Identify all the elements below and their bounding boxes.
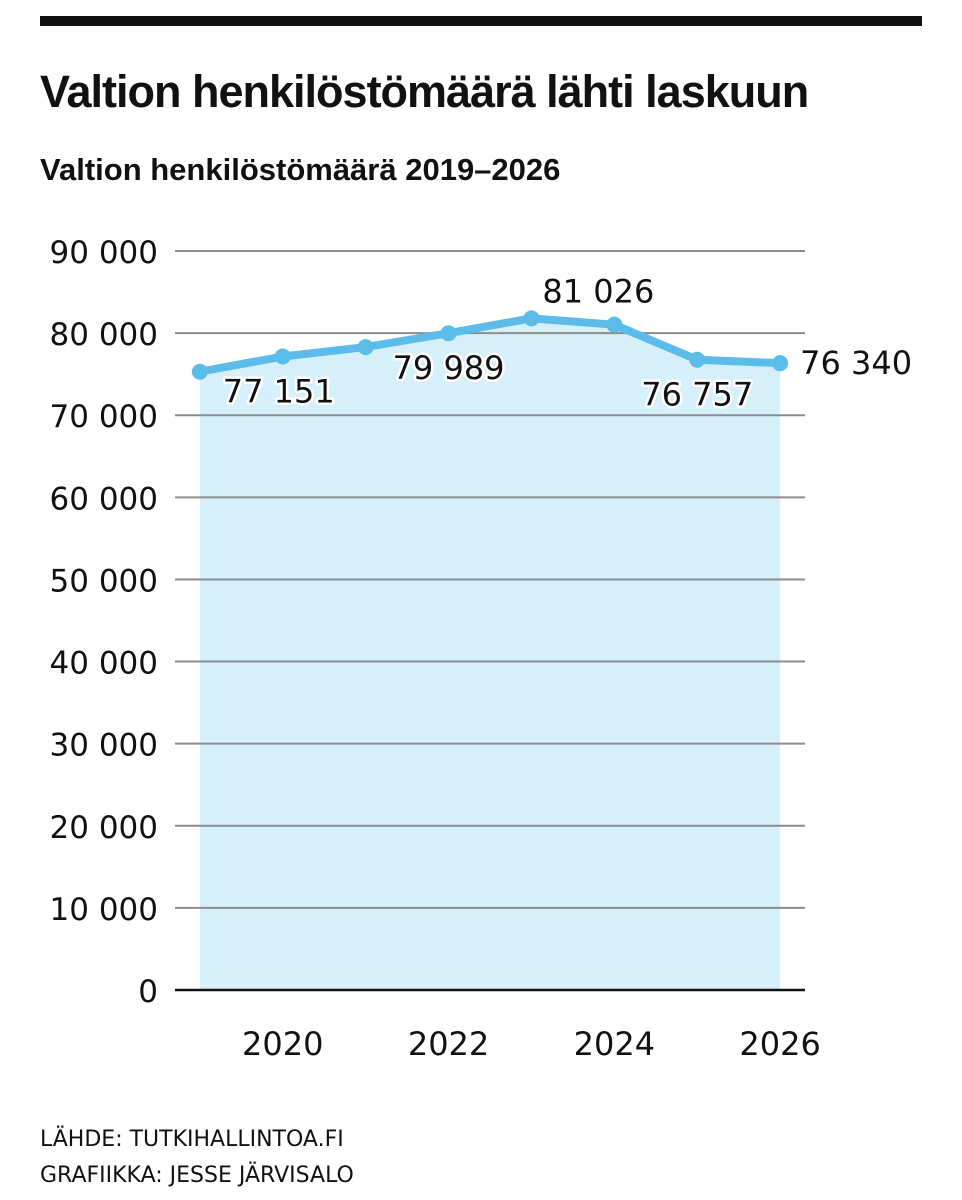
y-tick-label: 20 000	[50, 810, 158, 846]
data-point	[191, 363, 208, 380]
chart-subtitle: Valtion henkilöstömäärä 2019–2026	[40, 152, 561, 187]
area-fill	[199, 318, 781, 990]
footer: LÄHDE: TUTKIHALLINTOA.FI GRAFIIKKA: JESS…	[40, 1122, 354, 1194]
y-tick-label: 70 000	[50, 399, 158, 435]
chart-title: Valtion henkilöstömäärä lähti laskuun	[40, 66, 809, 117]
y-tick-label: 10 000	[50, 892, 158, 928]
data-point	[689, 351, 706, 368]
data-label: 79 989	[393, 349, 505, 387]
data-label: 77 151	[223, 373, 335, 411]
y-tick-label: 90 000	[50, 235, 158, 271]
data-point	[772, 355, 789, 372]
y-tick-label: 40 000	[50, 646, 158, 682]
data-label: 76 757	[641, 376, 753, 414]
x-tick-label: 2024	[574, 1025, 655, 1063]
data-label: 81 026	[542, 273, 654, 311]
y-tick-label: 60 000	[50, 481, 158, 517]
y-tick-label: 50 000	[50, 563, 158, 599]
series-line	[195, 314, 785, 376]
x-tick-label: 2026	[739, 1025, 820, 1063]
y-tick-label: 80 000	[50, 317, 158, 353]
data-point	[440, 325, 457, 342]
y-tick-label: 30 000	[50, 728, 158, 764]
source-text: LÄHDE: TUTKIHALLINTOA.FI	[40, 1127, 344, 1152]
data-label: 76 340	[800, 344, 912, 382]
x-tick-label: 2020	[242, 1025, 323, 1063]
x-tick-label: 2022	[408, 1025, 489, 1063]
y-tick-label: 0	[138, 974, 158, 1010]
data-point	[606, 316, 623, 333]
line-area-chart: 0 10 000 20 000 30 000 40 000 50 000 60 000 70 …	[49, 235, 913, 1063]
top-rule	[40, 16, 922, 26]
data-point	[357, 339, 374, 356]
data-point	[274, 348, 291, 365]
credit-text: GRAFIIKKA: JESSE JÄRVISALO	[40, 1163, 354, 1188]
data-point	[523, 310, 540, 327]
